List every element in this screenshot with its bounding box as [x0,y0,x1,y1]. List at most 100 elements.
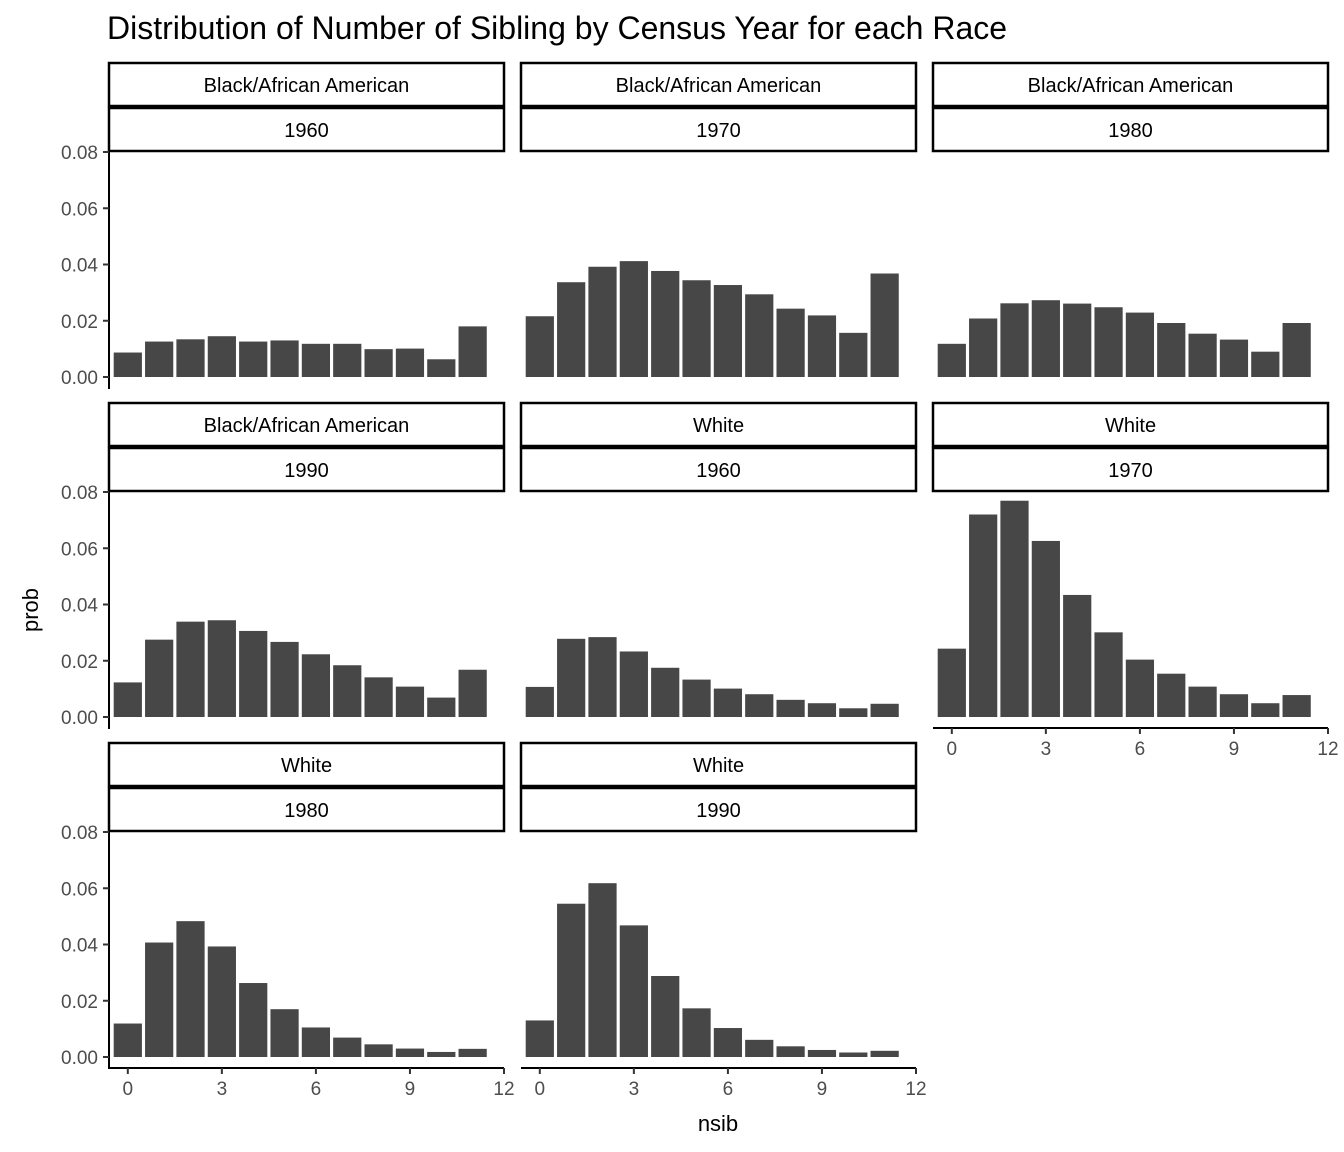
bar [1125,659,1155,717]
bar [713,688,743,717]
bar [270,340,299,377]
y-tick-label: 0.02 [61,992,98,1013]
bar [588,883,617,1057]
bar [1000,303,1029,377]
facet-strip-year-label: 1970 [696,120,741,142]
facet-strip-race [519,741,918,788]
bar [651,270,680,377]
y-tick-label: 0.00 [61,1048,98,1069]
facet-strip-year-label: 1960 [284,120,329,142]
bar [145,942,174,1057]
bar [333,343,362,377]
bar [145,341,174,377]
bar [776,1046,805,1057]
bar [1188,333,1217,377]
bar [745,294,774,377]
x-tick-label: 6 [311,1079,322,1100]
bar [427,1051,456,1057]
y-tick-label: 0.00 [61,708,98,729]
facet-strip-race [519,61,918,108]
x-tick-label: 0 [123,1079,134,1100]
bar [682,280,711,377]
bar [176,339,205,377]
bar [270,641,299,717]
bar [458,669,487,717]
bar [364,349,393,377]
bar [301,343,331,377]
facet-strip-year [931,106,1330,153]
y-tick-label: 0.06 [61,879,98,900]
facet-strip-race [931,61,1330,108]
facet-strip-race-label: Black/African American [616,75,822,97]
bar [1157,673,1186,717]
bar [301,1027,331,1057]
bar [395,686,425,717]
bar [113,352,142,377]
bar [745,694,774,717]
bar [619,651,648,717]
bar [682,1008,711,1057]
bar [113,682,142,717]
facet-strip-race [519,401,918,448]
bar [870,1050,899,1057]
facet-strip-race [107,741,506,788]
x-tick-label: 12 [905,1079,926,1100]
bar [713,1028,743,1057]
bar [525,1020,554,1057]
facet-strip-year [107,786,506,833]
bar [588,266,617,377]
bar [364,1044,393,1057]
x-tick-label: 3 [629,1079,640,1100]
bar [1157,323,1186,377]
bar [458,326,487,377]
x-tick-label: 12 [1317,739,1338,760]
x-tick-label: 3 [1041,739,1052,760]
facet-strip-year [519,786,918,833]
x-tick-label: 9 [817,1079,828,1100]
y-tick-label: 0.06 [61,539,98,560]
bar [1251,703,1280,717]
x-tick-label: 9 [1229,739,1240,760]
facet-strip-year-label: 1990 [284,460,329,482]
bar [239,341,268,377]
bar [364,677,393,717]
bar [682,679,711,717]
bar [969,514,998,717]
bar [937,343,966,377]
bar [395,1048,425,1057]
bar [713,285,743,377]
y-tick-label: 0.02 [61,652,98,673]
bar [619,261,648,377]
bar [1219,694,1249,717]
x-axis-title: nsib [698,1111,738,1136]
bar [1282,323,1311,377]
y-tick-label: 0.02 [61,312,98,333]
bar [1282,695,1311,717]
facet-strip-year-label: 1980 [284,800,329,822]
facet-strip-year [107,106,506,153]
x-tick-label: 12 [493,1079,514,1100]
bar [145,639,174,717]
bar [937,648,966,717]
bar [776,308,805,377]
bar [333,665,362,717]
bar [745,1039,774,1057]
bar [1000,500,1029,717]
bar [239,630,268,717]
y-tick-label: 0.04 [61,596,98,617]
bar [176,621,205,717]
facet-strip-race-label: White [1105,415,1156,437]
chart-title: Distribution of Number of Sibling by Cen… [107,10,1007,46]
bar [176,921,205,1057]
facet-strip-year [931,446,1330,493]
facet-strip-race-label: Black/African American [1028,75,1234,97]
bar [807,703,837,717]
bar [557,903,586,1057]
bar [588,637,617,717]
bar [839,708,868,717]
facet-strip-year-label: 1970 [1108,460,1153,482]
facet-strip-year [519,106,918,153]
bar [839,332,868,377]
bar [207,620,236,717]
bar [1188,686,1217,717]
